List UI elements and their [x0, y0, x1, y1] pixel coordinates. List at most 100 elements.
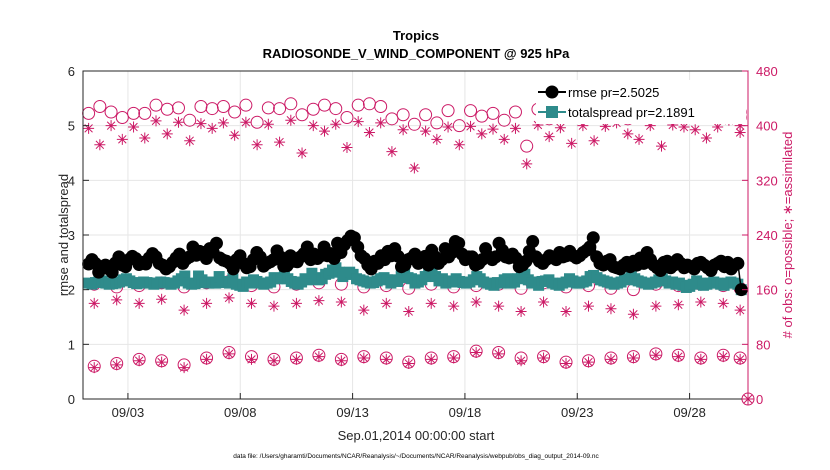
obs-assimilated-marker — [111, 294, 123, 306]
obs-assimilated-marker — [431, 133, 443, 145]
obs-assimilated-marker — [678, 121, 690, 133]
obs-assimilated-marker — [375, 117, 387, 129]
obs-assimilated-marker — [380, 353, 392, 365]
x-tick-label: 09/13 — [336, 405, 369, 420]
obs-assimilated-marker — [470, 347, 482, 359]
obs-assimilated-marker — [161, 128, 173, 140]
obs-assimilated-marker — [515, 306, 527, 318]
obs-assimilated-marker — [290, 297, 302, 309]
obs-assimilated-marker — [689, 124, 701, 136]
x-tick-label: 09/28 — [673, 405, 706, 420]
obs-assimilated-marker — [285, 114, 297, 126]
y-tick-label: 6 — [68, 64, 75, 79]
obs-assimilated-marker — [521, 158, 533, 170]
obs-assimilated-marker — [560, 357, 572, 369]
y-right-tick-label: 0 — [756, 392, 763, 407]
obs-assimilated-marker — [139, 132, 151, 144]
x-tick-label: 09/08 — [224, 405, 257, 420]
y-right-tick-label: 480 — [756, 64, 778, 79]
obs-assimilated-marker — [712, 121, 724, 133]
totalspread-point — [189, 278, 201, 290]
obs-possible-marker — [419, 108, 433, 122]
obs-assimilated-marker — [538, 296, 550, 308]
obs-assimilated-marker — [560, 306, 572, 318]
obs-assimilated-marker — [397, 124, 409, 136]
obs-possible-marker — [127, 106, 141, 120]
obs-assimilated-marker — [672, 351, 684, 363]
y-axis-label: rmse and totalspread — [56, 174, 71, 296]
obs-assimilated-marker — [245, 353, 257, 365]
chart-subtitle: RADIOSONDE_V_WIND_COMPONENT @ 925 hPa — [263, 46, 570, 61]
obs-possible-marker — [452, 119, 466, 133]
y-axis-right-label: # of obs: o=possible; ∗=assimilated — [780, 132, 795, 339]
obs-assimilated-marker — [599, 120, 611, 132]
rmse-point — [526, 235, 540, 249]
obs-possible-marker — [430, 116, 444, 130]
obs-assimilated-marker — [734, 353, 746, 365]
obs-assimilated-marker — [223, 292, 235, 304]
obs-possible-marker — [318, 98, 332, 112]
obs-assimilated-marker — [622, 128, 634, 140]
obs-assimilated-marker — [532, 119, 544, 131]
obs-assimilated-marker — [88, 362, 100, 374]
obs-assimilated-marker — [335, 296, 347, 308]
obs-assimilated-marker — [582, 356, 594, 368]
obs-assimilated-marker — [341, 142, 353, 154]
obs-assimilated-marker — [734, 127, 746, 138]
obs-possible-marker — [295, 108, 309, 122]
obs-assimilated-marker — [633, 133, 645, 145]
obs-assimilated-marker — [700, 132, 712, 144]
obs-assimilated-marker — [184, 135, 196, 147]
obs-assimilated-marker — [717, 297, 729, 309]
obs-assimilated-marker — [88, 297, 100, 309]
obs-assimilated-marker — [425, 353, 437, 365]
obs-assimilated-marker — [150, 115, 162, 127]
obs-assimilated-marker — [498, 133, 510, 145]
obs-assimilated-marker — [330, 118, 342, 130]
obs-assimilated-marker — [509, 122, 521, 134]
obs-possible-marker — [396, 108, 410, 122]
obs-assimilated-marker — [290, 353, 302, 365]
obs-assimilated-marker — [105, 120, 117, 132]
rmse-point — [731, 256, 745, 270]
x-tick-label: 09/23 — [561, 405, 594, 420]
obs-assimilated-marker — [717, 351, 729, 363]
obs-possible-marker — [306, 102, 320, 116]
obs-assimilated-marker — [274, 136, 286, 148]
obs-possible-marker — [104, 105, 118, 119]
obs-assimilated-marker — [240, 116, 252, 128]
obs-assimilated-marker — [403, 357, 415, 369]
obs-assimilated-marker — [307, 120, 319, 132]
obs-assimilated-marker — [128, 121, 140, 133]
obs-possible-marker — [362, 97, 376, 111]
x-tick-label: 09/03 — [112, 405, 145, 420]
obs-assimilated-marker — [380, 297, 392, 309]
y-right-tick-label: 80 — [756, 337, 770, 352]
obs-assimilated-marker — [566, 137, 578, 149]
obs-possible-marker — [407, 117, 421, 131]
obs-assimilated-marker — [582, 300, 594, 312]
obs-assimilated-marker — [425, 297, 437, 309]
obs-assimilated-marker — [245, 297, 257, 309]
legend-rmse-marker — [545, 85, 559, 99]
obs-assimilated-marker — [734, 120, 746, 132]
y-tick-label: 2 — [68, 283, 75, 298]
x-tick-label: 09/18 — [449, 405, 482, 420]
obs-assimilated-marker — [94, 139, 106, 151]
footnote: data file: /Users/gharamti/Documents/NCA… — [233, 453, 599, 460]
obs-assimilated-marker — [515, 355, 527, 367]
rmse-point — [734, 283, 748, 297]
totalspread-point — [210, 277, 222, 289]
obs-assimilated-marker — [206, 122, 218, 134]
obs-assimilated-marker — [465, 120, 477, 132]
rmse-point — [391, 249, 405, 263]
obs-assimilated-marker — [588, 135, 600, 147]
obs-assimilated-marker — [358, 304, 370, 316]
rmse-point — [452, 236, 466, 250]
obs-assimilated-marker — [268, 300, 280, 312]
obs-assimilated-marker — [229, 129, 241, 141]
obs-possible-marker — [138, 106, 152, 120]
obs-assimilated-marker — [178, 304, 190, 316]
obs-assimilated-marker — [262, 118, 274, 130]
